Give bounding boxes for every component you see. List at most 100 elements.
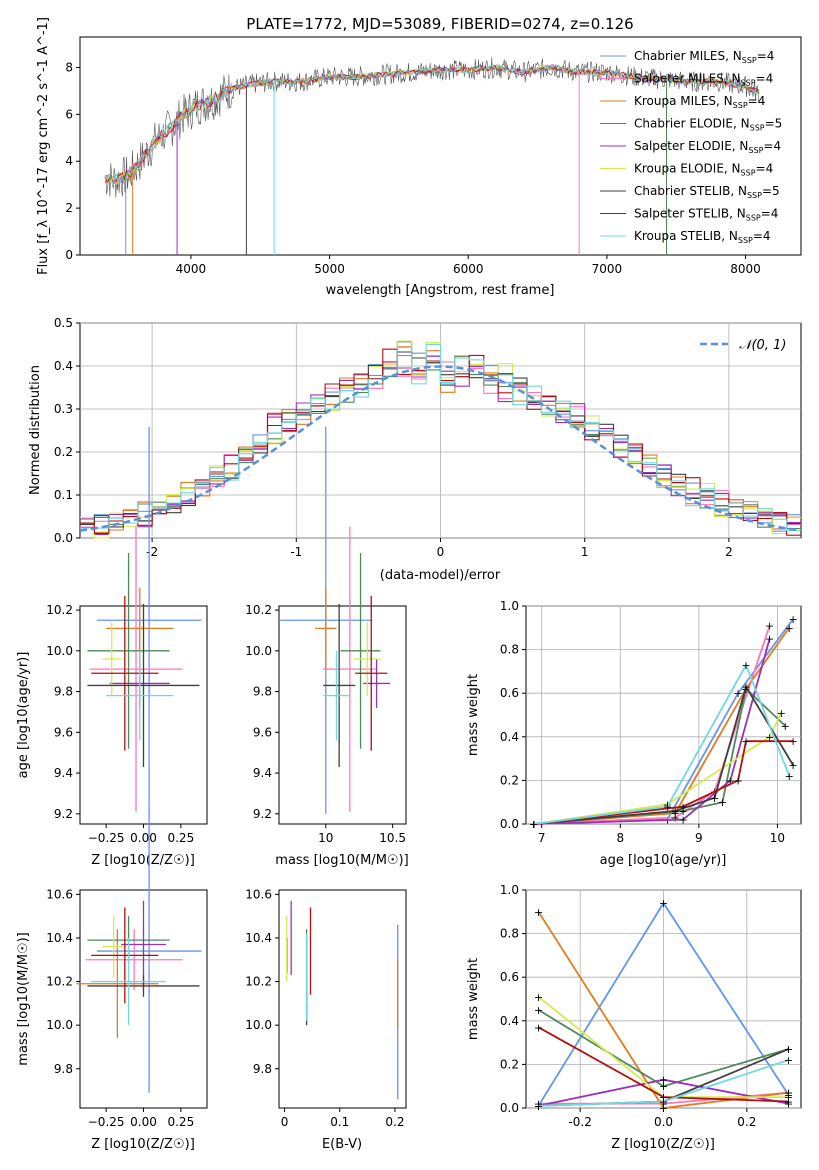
marker: +: [529, 818, 538, 831]
marker: +: [784, 1087, 793, 1100]
marker: +: [534, 906, 543, 919]
y-tick-label: 4: [65, 154, 73, 168]
marker: +: [529, 818, 538, 831]
legend-label: Salpeter MILES, NSSP=4: [634, 72, 773, 88]
legend-label: Chabrier MILES, NSSP=4: [634, 49, 774, 65]
marker: +: [741, 681, 750, 694]
age-vs-mass-points: [279, 426, 390, 814]
residual-ylabel: Normed distribution: [28, 365, 43, 495]
marker: +: [534, 1100, 543, 1113]
age-vs-metallicity-ticks: −0.25 0.00 0.25 9.2 9.4 9.6 9.8 10.0 10.2: [46, 603, 194, 845]
massweight-metallicity-line-3: [538, 1009, 789, 1088]
residual-histogram-8: [80, 343, 801, 531]
legend-sub: SSP: [746, 214, 761, 223]
massweight-vs-metallicity-ylabel: mass weight: [466, 958, 481, 1040]
marker: +: [784, 1098, 793, 1111]
marker: +: [710, 792, 719, 805]
massweight-metallicity-line-0: [537, 901, 790, 1107]
marker: +: [741, 735, 750, 748]
marker: +: [777, 707, 786, 720]
legend-sub: SSP: [738, 236, 753, 245]
legend-count: =4: [748, 94, 766, 108]
marker: +: [784, 1095, 793, 1108]
y-tick-label: 0.4: [54, 359, 73, 373]
legend-count: =4: [761, 207, 779, 221]
marker: +: [671, 807, 680, 820]
x-tick-label: 0.0: [654, 1115, 673, 1129]
y-tick-label: 0.4: [500, 730, 519, 744]
marker: +: [534, 1100, 543, 1113]
y-tick-label: 9.8: [253, 1062, 272, 1076]
legend-count: =5: [765, 117, 783, 131]
massweight-metallicity-line-8: [538, 1059, 789, 1107]
x-tick-label: 8: [616, 831, 624, 845]
x-tick-label: 0.2: [385, 1115, 404, 1129]
spectrum-ylabel: Flux [f_λ 10^-17 erg cm^-2 s^-1 A^-1]: [36, 17, 51, 275]
marker: +: [726, 774, 735, 787]
legend-sub: SSP: [747, 191, 762, 200]
legend-sub: SSP: [741, 169, 756, 178]
massweight-age-line-3: [533, 687, 786, 825]
massweight-vs-metallicity-grid: [526, 889, 801, 1109]
x-tick-label: 0: [437, 545, 445, 559]
x-tick-label: 0.25: [167, 1115, 194, 1129]
massweight-age-line-5: [533, 712, 783, 825]
marker: +: [529, 818, 538, 831]
legend-count: =4: [756, 162, 774, 176]
spectrum-legend: Chabrier MILES, NSSP=4 Salpeter MILES, NS…: [600, 49, 782, 245]
y-tick-label: 6: [65, 107, 73, 121]
y-tick-label: 10.4: [245, 931, 272, 945]
x-tick-label: 0.00: [130, 831, 157, 845]
residual-panel: -2 -1 0 1 2 0.0 0.1 0.2 0.3 0.4 0.5 (data-model)/e…: [28, 316, 802, 583]
y-tick-label: 9.4: [54, 766, 73, 780]
legend-sub: SSP: [741, 79, 756, 88]
x-tick-label: 7000: [592, 262, 623, 276]
massweight-vs-age-ylabel: mass weight: [466, 674, 481, 756]
y-tick-label: 10.0: [245, 1018, 272, 1032]
marker: +: [741, 659, 750, 672]
marker: +: [765, 620, 774, 633]
massweight-age-line-2: [533, 627, 790, 825]
y-tick-label: 9.6: [253, 725, 272, 739]
massweight-metallicity-line-7: [538, 1026, 789, 1103]
marker: +: [784, 1043, 793, 1056]
y-tick-label: 10.2: [245, 975, 272, 989]
x-tick-label: 0.2: [737, 1115, 756, 1129]
residual-xlabel: (data-model)/error: [380, 568, 501, 583]
marker: +: [671, 805, 680, 818]
legend-label: Salpeter STELIB, NSSP=4: [634, 207, 778, 223]
x-tick-label: 2: [725, 545, 733, 559]
massweight-vs-metallicity-xlabel: Z [log10(Z/Z☉)]: [611, 1137, 715, 1152]
legend-label: Chabrier STELIB, NSSP=5: [634, 184, 780, 200]
residual-histograms: [79, 340, 802, 539]
marker: +: [734, 687, 743, 700]
legend-sub: SSP: [733, 101, 748, 110]
x-tick-label: 1: [581, 545, 589, 559]
spectrum-panel: 4000 5000 6000 7000 8000 0 2 4 6 8 wavelength [An…: [36, 17, 802, 298]
massweight-age-line-7: [533, 740, 794, 825]
legend-count: =4: [753, 229, 771, 243]
legend-label: Kroupa STELIB, NSSP=4: [634, 229, 771, 245]
marker: +: [529, 818, 538, 831]
y-tick-label: 0.4: [500, 1014, 519, 1028]
y-tick-label: 9.8: [253, 685, 272, 699]
marker: +: [789, 613, 798, 626]
x-tick-label: -2: [146, 545, 158, 559]
y-tick-label: 9.6: [54, 725, 73, 739]
massweight-vs-age-panel: + +++++++++++++++++ ++++++++++++++++ +++++ …: [466, 599, 802, 868]
marker: +: [679, 801, 688, 814]
y-tick-label: 0.8: [500, 643, 519, 657]
x-tick-label: 10: [770, 831, 785, 845]
x-tick-label: 6000: [453, 262, 484, 276]
x-tick-label: 0.25: [167, 831, 194, 845]
marker: +: [663, 801, 672, 814]
y-tick-label: 10.2: [46, 975, 73, 989]
legend-count: =4: [757, 49, 775, 63]
massweight-vs-age-lines: + +++++++++++++++++ ++++++++++++++++ +++++: [529, 613, 798, 831]
legend-sub: SSP: [748, 146, 763, 155]
x-tick-label: 4000: [176, 262, 207, 276]
y-tick-label: 0.2: [500, 1057, 519, 1071]
massweight-vs-age-grid: [526, 605, 801, 825]
spectrum-series-8: [104, 64, 760, 185]
